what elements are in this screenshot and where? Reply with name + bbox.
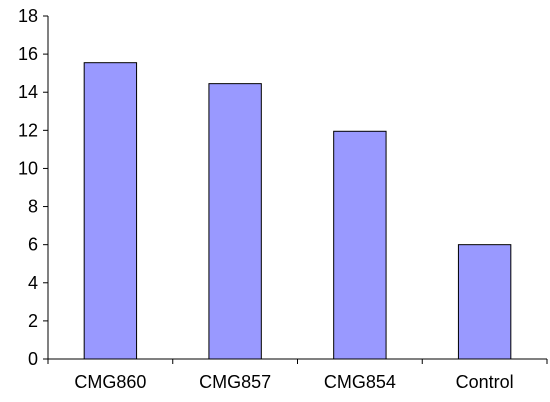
x-category-label: CMG860 [74,372,146,392]
y-axis: 0 2 4 6 8 10 12 14 16 18 [18,6,49,369]
bars [83,62,512,360]
y-tick-label: 2 [28,311,38,331]
x-axis: CMG860 CMG857 CMG854 Control [47,358,548,392]
y-tick-label: 12 [18,120,38,140]
y-tick-label: 6 [28,235,38,255]
bar-control [457,244,512,360]
bar-cmg857 [208,83,262,360]
bar-cmg854 [333,130,387,360]
y-tick-label: 18 [18,6,38,26]
y-tick-label: 4 [28,273,38,293]
y-tick-label: 10 [18,158,38,178]
y-tick-label: 0 [28,349,38,369]
bar-cmg860 [83,62,138,360]
x-category-label: CMG854 [324,372,396,392]
y-tick-label: 14 [18,82,38,102]
y-tick-label: 16 [18,44,38,64]
x-category-label: CMG857 [199,372,271,392]
y-tick-label: 8 [28,197,38,217]
x-category-label: Control [456,372,514,392]
